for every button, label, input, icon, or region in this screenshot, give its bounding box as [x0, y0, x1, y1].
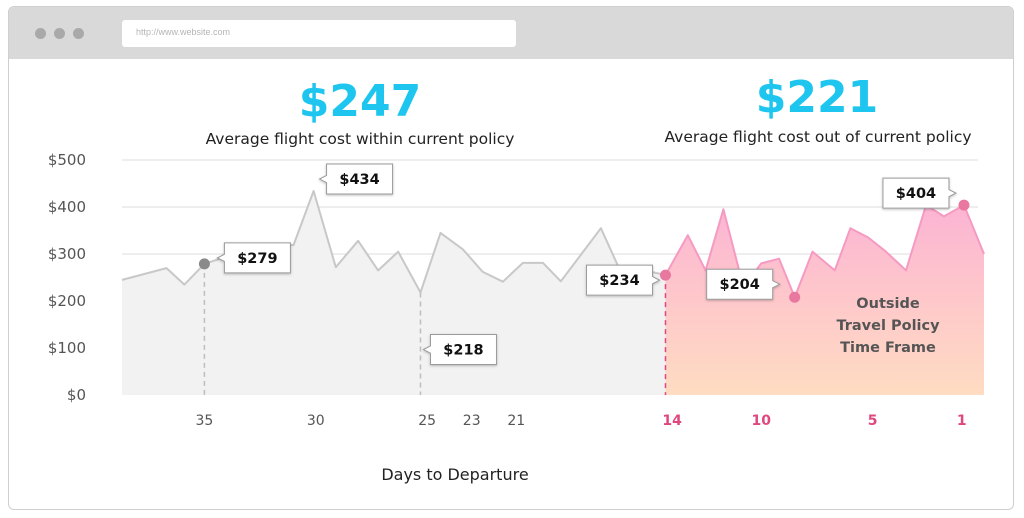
y-tick-label: $500 — [48, 151, 86, 169]
x-tick-label: 25 — [418, 413, 436, 429]
zone-label-line-2: Travel Policy — [836, 318, 940, 334]
x-tick-label: 10 — [752, 413, 772, 429]
y-tick-label: $0 — [67, 386, 86, 404]
y-tick-label: $100 — [48, 339, 86, 357]
address-url: http://www.website.com — [136, 27, 231, 37]
within-policy-area — [122, 191, 666, 395]
price-callout — [422, 334, 497, 366]
gray-marker — [198, 258, 210, 270]
pink-marker — [958, 199, 970, 211]
out-policy-area — [665, 205, 984, 395]
price-callout — [882, 177, 958, 209]
y-tick-label: $200 — [48, 292, 86, 310]
x-tick-label: 21 — [507, 413, 525, 429]
x-tick-label: 23 — [463, 413, 481, 429]
callout-value: $404 — [896, 186, 936, 202]
out-of-policy-zone-label: Outside Travel Policy Time Frame — [836, 296, 940, 356]
browser-title-bar: http://www.website.com — [9, 7, 1013, 59]
y-tick-label: $300 — [48, 245, 86, 263]
callout-value: $279 — [237, 251, 277, 267]
x-tick-label: 14 — [662, 413, 682, 429]
callout-box — [422, 334, 497, 366]
x-axis-ticks: 35 30 25 23 21 14 10 5 1 — [195, 413, 966, 429]
window-maximize-dot[interactable] — [73, 28, 84, 39]
callout-box — [318, 163, 394, 195]
drop-lines — [203, 263, 667, 395]
out-policy-price: $221 — [756, 72, 878, 123]
point-markers — [198, 199, 970, 303]
price-callouts: $279 $434 $218 $234 $204 $404 — [216, 163, 958, 366]
y-tick-label: $400 — [48, 198, 86, 216]
within-policy-caption: Average flight cost within current polic… — [206, 130, 515, 148]
price-callout — [585, 264, 661, 296]
window-close-dot[interactable] — [35, 28, 46, 39]
x-axis-label: Days to Departure — [381, 465, 528, 484]
price-callout — [318, 163, 394, 195]
callout-box — [706, 268, 781, 300]
within-policy-price: $247 — [299, 76, 421, 127]
window-minimize-dot[interactable] — [54, 28, 65, 39]
out-policy-caption: Average flight cost out of current polic… — [664, 128, 971, 146]
callout-value: $204 — [719, 277, 759, 293]
x-tick-label: 35 — [195, 413, 213, 429]
x-tick-label: 30 — [307, 413, 325, 429]
x-tick-label: 1 — [957, 413, 967, 429]
x-tick-label: 5 — [868, 413, 878, 429]
zone-label-line-3: Time Frame — [840, 340, 936, 356]
callout-value: $234 — [599, 273, 639, 289]
plot-area — [121, 190, 985, 395]
callout-box — [585, 264, 661, 296]
zone-label-line-1: Outside — [856, 296, 920, 312]
price-callout — [706, 268, 781, 300]
pink-marker — [789, 291, 801, 303]
address-bar[interactable]: http://www.website.com — [122, 20, 516, 47]
callout-box — [882, 177, 958, 209]
callout-box — [216, 242, 291, 274]
callout-value: $434 — [339, 172, 379, 188]
y-axis-ticks: $0 $100 $200 $300 $400 $500 — [48, 151, 86, 404]
pink-marker — [659, 269, 671, 281]
callout-value: $218 — [443, 343, 483, 359]
price-callout — [216, 242, 291, 274]
